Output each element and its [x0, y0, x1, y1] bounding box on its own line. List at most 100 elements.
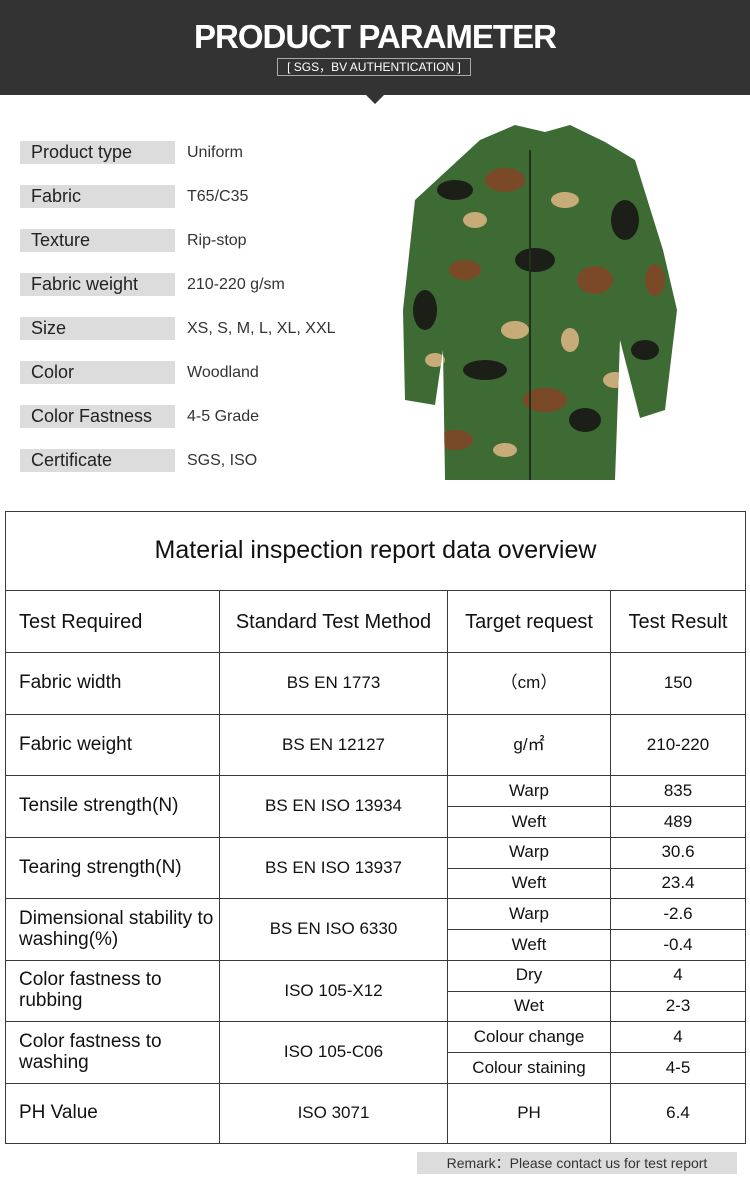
param-label: Size	[20, 317, 175, 340]
test-item-text: Fabric weight	[19, 733, 132, 755]
test-method: ISO 3071	[219, 1083, 448, 1144]
test-item-text: Fabric width	[19, 672, 122, 694]
target-request: （cm）	[447, 652, 611, 715]
target-request-text: Colour change	[473, 1026, 585, 1046]
test-method-text: BS EN 12127	[281, 734, 385, 754]
test-item-text: Color fastness to washing	[19, 1030, 162, 1073]
target-request-text: Weft	[511, 934, 547, 954]
test-method: ISO 105-C06	[219, 1021, 448, 1084]
test-method-text: BS EN ISO 13934	[264, 796, 403, 816]
target-request: Warp	[447, 775, 611, 807]
table-title-text: Material inspection report data overview	[154, 536, 597, 565]
test-result: 4	[610, 1021, 746, 1053]
remark: Remark：Please contact us for test report	[417, 1152, 737, 1174]
test-result: 23.4	[610, 867, 746, 899]
test-item: Color fastness to rubbing	[5, 960, 220, 1022]
test-item: PH Value	[5, 1083, 220, 1144]
target-request-text: Weft	[511, 811, 547, 831]
test-item-text: Tearing strength(N)	[19, 856, 182, 878]
param-value: Woodland	[187, 364, 259, 381]
header-title: PRODUCT PARAMETER	[194, 18, 557, 55]
test-method: BS EN ISO 6330	[219, 898, 448, 961]
test-method-text: BS EN 1773	[286, 673, 381, 693]
test-method-text: ISO 105-X12	[284, 980, 383, 1000]
param-label: Fabric weight	[20, 273, 175, 296]
test-result: 835	[610, 775, 746, 807]
target-request-text: Warp	[509, 842, 549, 862]
test-result: 210-220	[610, 714, 746, 776]
test-result-text: -0.4	[663, 934, 693, 954]
column-header-text: Test Result	[628, 610, 728, 633]
target-request: PH	[447, 1083, 611, 1144]
test-method-text: ISO 105-C06	[283, 1042, 384, 1062]
target-request: Weft	[447, 929, 611, 961]
param-value: Rip-stop	[187, 232, 247, 249]
target-request-text: g/㎡	[513, 734, 545, 754]
param-value: 4-5 Grade	[187, 408, 260, 425]
test-item: Fabric width	[5, 652, 220, 715]
test-result-text: 4	[673, 1026, 683, 1046]
param-label: Certificate	[20, 449, 175, 472]
test-item-text: Color fastness to rubbing	[19, 969, 162, 1011]
param-label: Color Fastness	[20, 405, 175, 428]
test-item-text: Dimensional stability to washing(%)	[19, 907, 214, 950]
test-result-text: 4	[673, 965, 683, 985]
test-result-text: 23.4	[661, 872, 695, 892]
test-result-text: 2-3	[665, 995, 691, 1015]
test-result: -2.6	[610, 898, 746, 930]
param-value: Uniform	[187, 144, 244, 161]
target-request: Warp	[447, 898, 611, 930]
test-item: Dimensional stability to washing(%)	[5, 898, 220, 961]
test-result-text: 210-220	[646, 734, 710, 754]
test-method: ISO 105-X12	[219, 960, 448, 1022]
param-label: Fabric	[20, 185, 175, 208]
test-result: 2-3	[610, 990, 746, 1022]
target-request-text: Dry	[515, 965, 543, 985]
header-band	[0, 0, 750, 95]
target-request: Dry	[447, 960, 611, 992]
test-item: Fabric weight	[5, 714, 220, 776]
target-request: Weft	[447, 867, 611, 899]
test-result: 4-5	[610, 1052, 746, 1084]
test-method-text: ISO 3071	[297, 1103, 370, 1123]
target-request-text: Weft	[511, 872, 547, 892]
test-result: -0.4	[610, 929, 746, 961]
target-request: Warp	[447, 837, 611, 869]
test-item-text: Tensile strength(N)	[19, 795, 179, 817]
target-request-text: Warp	[509, 780, 549, 800]
test-result-text: 30.6	[661, 842, 695, 862]
column-header: Test Result	[610, 590, 746, 653]
param-value: XS, S, M, L, XL, XXL	[187, 320, 336, 337]
test-result: 30.6	[610, 837, 746, 869]
header-subtitle: [ SGS，BV AUTHENTICATION ]	[277, 58, 471, 76]
test-result-text: 6.4	[666, 1103, 690, 1123]
target-request: Weft	[447, 806, 611, 838]
target-request-text: Colour staining	[472, 1057, 586, 1077]
test-result-text: 150	[663, 673, 693, 693]
target-request-text: （cm）	[500, 673, 558, 693]
test-method: BS EN ISO 13937	[219, 837, 448, 899]
column-header-text: Standard Test Method	[235, 610, 432, 633]
target-request: Colour change	[447, 1021, 611, 1053]
test-method-text: BS EN ISO 6330	[269, 919, 398, 939]
test-method: BS EN 12127	[219, 714, 448, 776]
target-request: g/㎡	[447, 714, 611, 776]
test-item-text: PH Value	[19, 1102, 98, 1124]
target-request-text: Wet	[514, 995, 544, 1015]
target-request-text: PH	[517, 1103, 541, 1123]
target-request: Wet	[447, 990, 611, 1022]
column-header-text: Target request	[465, 610, 593, 633]
column-header-text: Test Required	[19, 610, 143, 633]
target-request: Colour staining	[447, 1052, 611, 1084]
column-header: Test Required	[5, 590, 220, 653]
column-header: Standard Test Method	[219, 590, 448, 653]
test-result: 6.4	[610, 1083, 746, 1144]
param-label: Product type	[20, 141, 175, 164]
test-method: BS EN ISO 13934	[219, 775, 448, 838]
param-label: Texture	[20, 229, 175, 252]
test-method: BS EN 1773	[219, 652, 448, 715]
test-item: Tearing strength(N)	[5, 837, 220, 899]
test-result-text: 4-5	[665, 1057, 691, 1077]
pointer	[366, 95, 384, 104]
